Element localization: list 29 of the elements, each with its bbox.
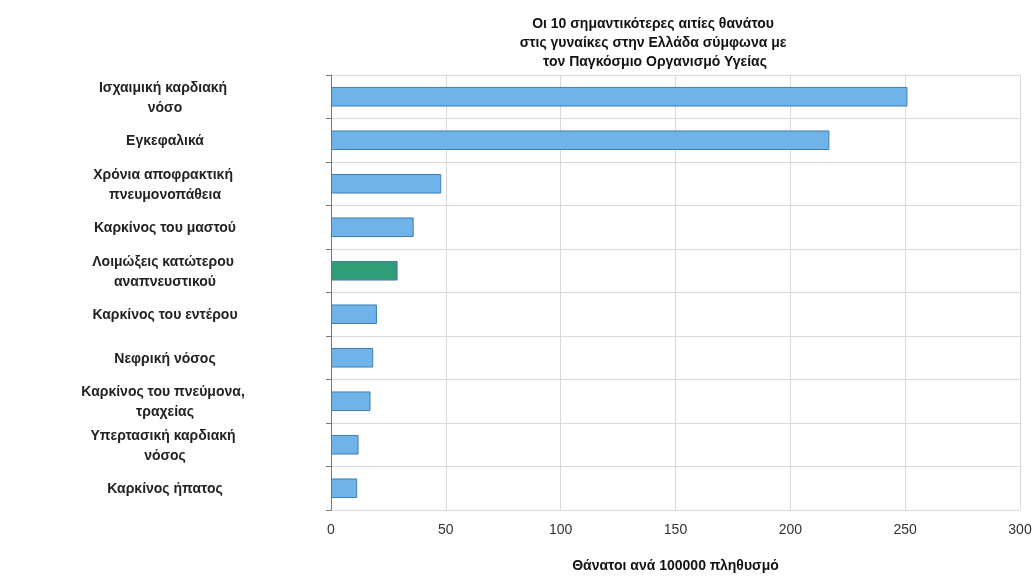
y-tick-label: Υπερτασική καρδιακή νόσος [90, 426, 240, 463]
bar [331, 217, 414, 238]
bar [331, 391, 371, 412]
y-tick-label: Ισχαιμική καρδιακή νόσο [98, 78, 232, 115]
bar [331, 347, 374, 368]
x-axis-title: Θάνατοι ανά 100000 πληθυσμό [572, 557, 779, 573]
x-tick-label: 250 [893, 521, 918, 537]
bar [331, 260, 398, 281]
chart-title: Οι 10 σημαντικότερες αιτίες θανάτου στις γυναίκες στην Ελλάδα σύμφωνα με τον Παγκόσμιο Οργανισμό Υγείας [519, 14, 791, 69]
bar [331, 434, 359, 455]
x-tick-label: 0 [327, 521, 336, 537]
y-tick-label: Καρκίνος του εντέρου [92, 306, 238, 323]
y-tick-label: Νεφρική νόσος [114, 349, 216, 366]
bar [331, 173, 442, 194]
y-tick-label: Καρκίνος του μαστού [93, 219, 237, 236]
y-tick-label: Καρκίνος του πνεύμονα, τραχείας [81, 383, 249, 420]
x-tick-label: 100 [548, 521, 573, 537]
bar [331, 86, 908, 107]
x-tick-label: 200 [778, 521, 803, 537]
x-tick-label: 300 [1008, 521, 1032, 537]
x-tick-label: 50 [438, 521, 454, 537]
bar [331, 130, 830, 151]
x-tick-label: 150 [663, 521, 688, 537]
y-tick-label: Εγκεφαλικά [126, 132, 205, 149]
y-tick-label: Χρόνια αποφρακτική πνευμονοπάθεια [93, 165, 237, 202]
bar [331, 478, 358, 499]
y-tick-label: Λοιμώξεις κατώτερου αναπνευστικού [92, 252, 238, 289]
bar [331, 304, 377, 325]
y-tick-label: Καρκίνος ήπατος [107, 480, 223, 497]
